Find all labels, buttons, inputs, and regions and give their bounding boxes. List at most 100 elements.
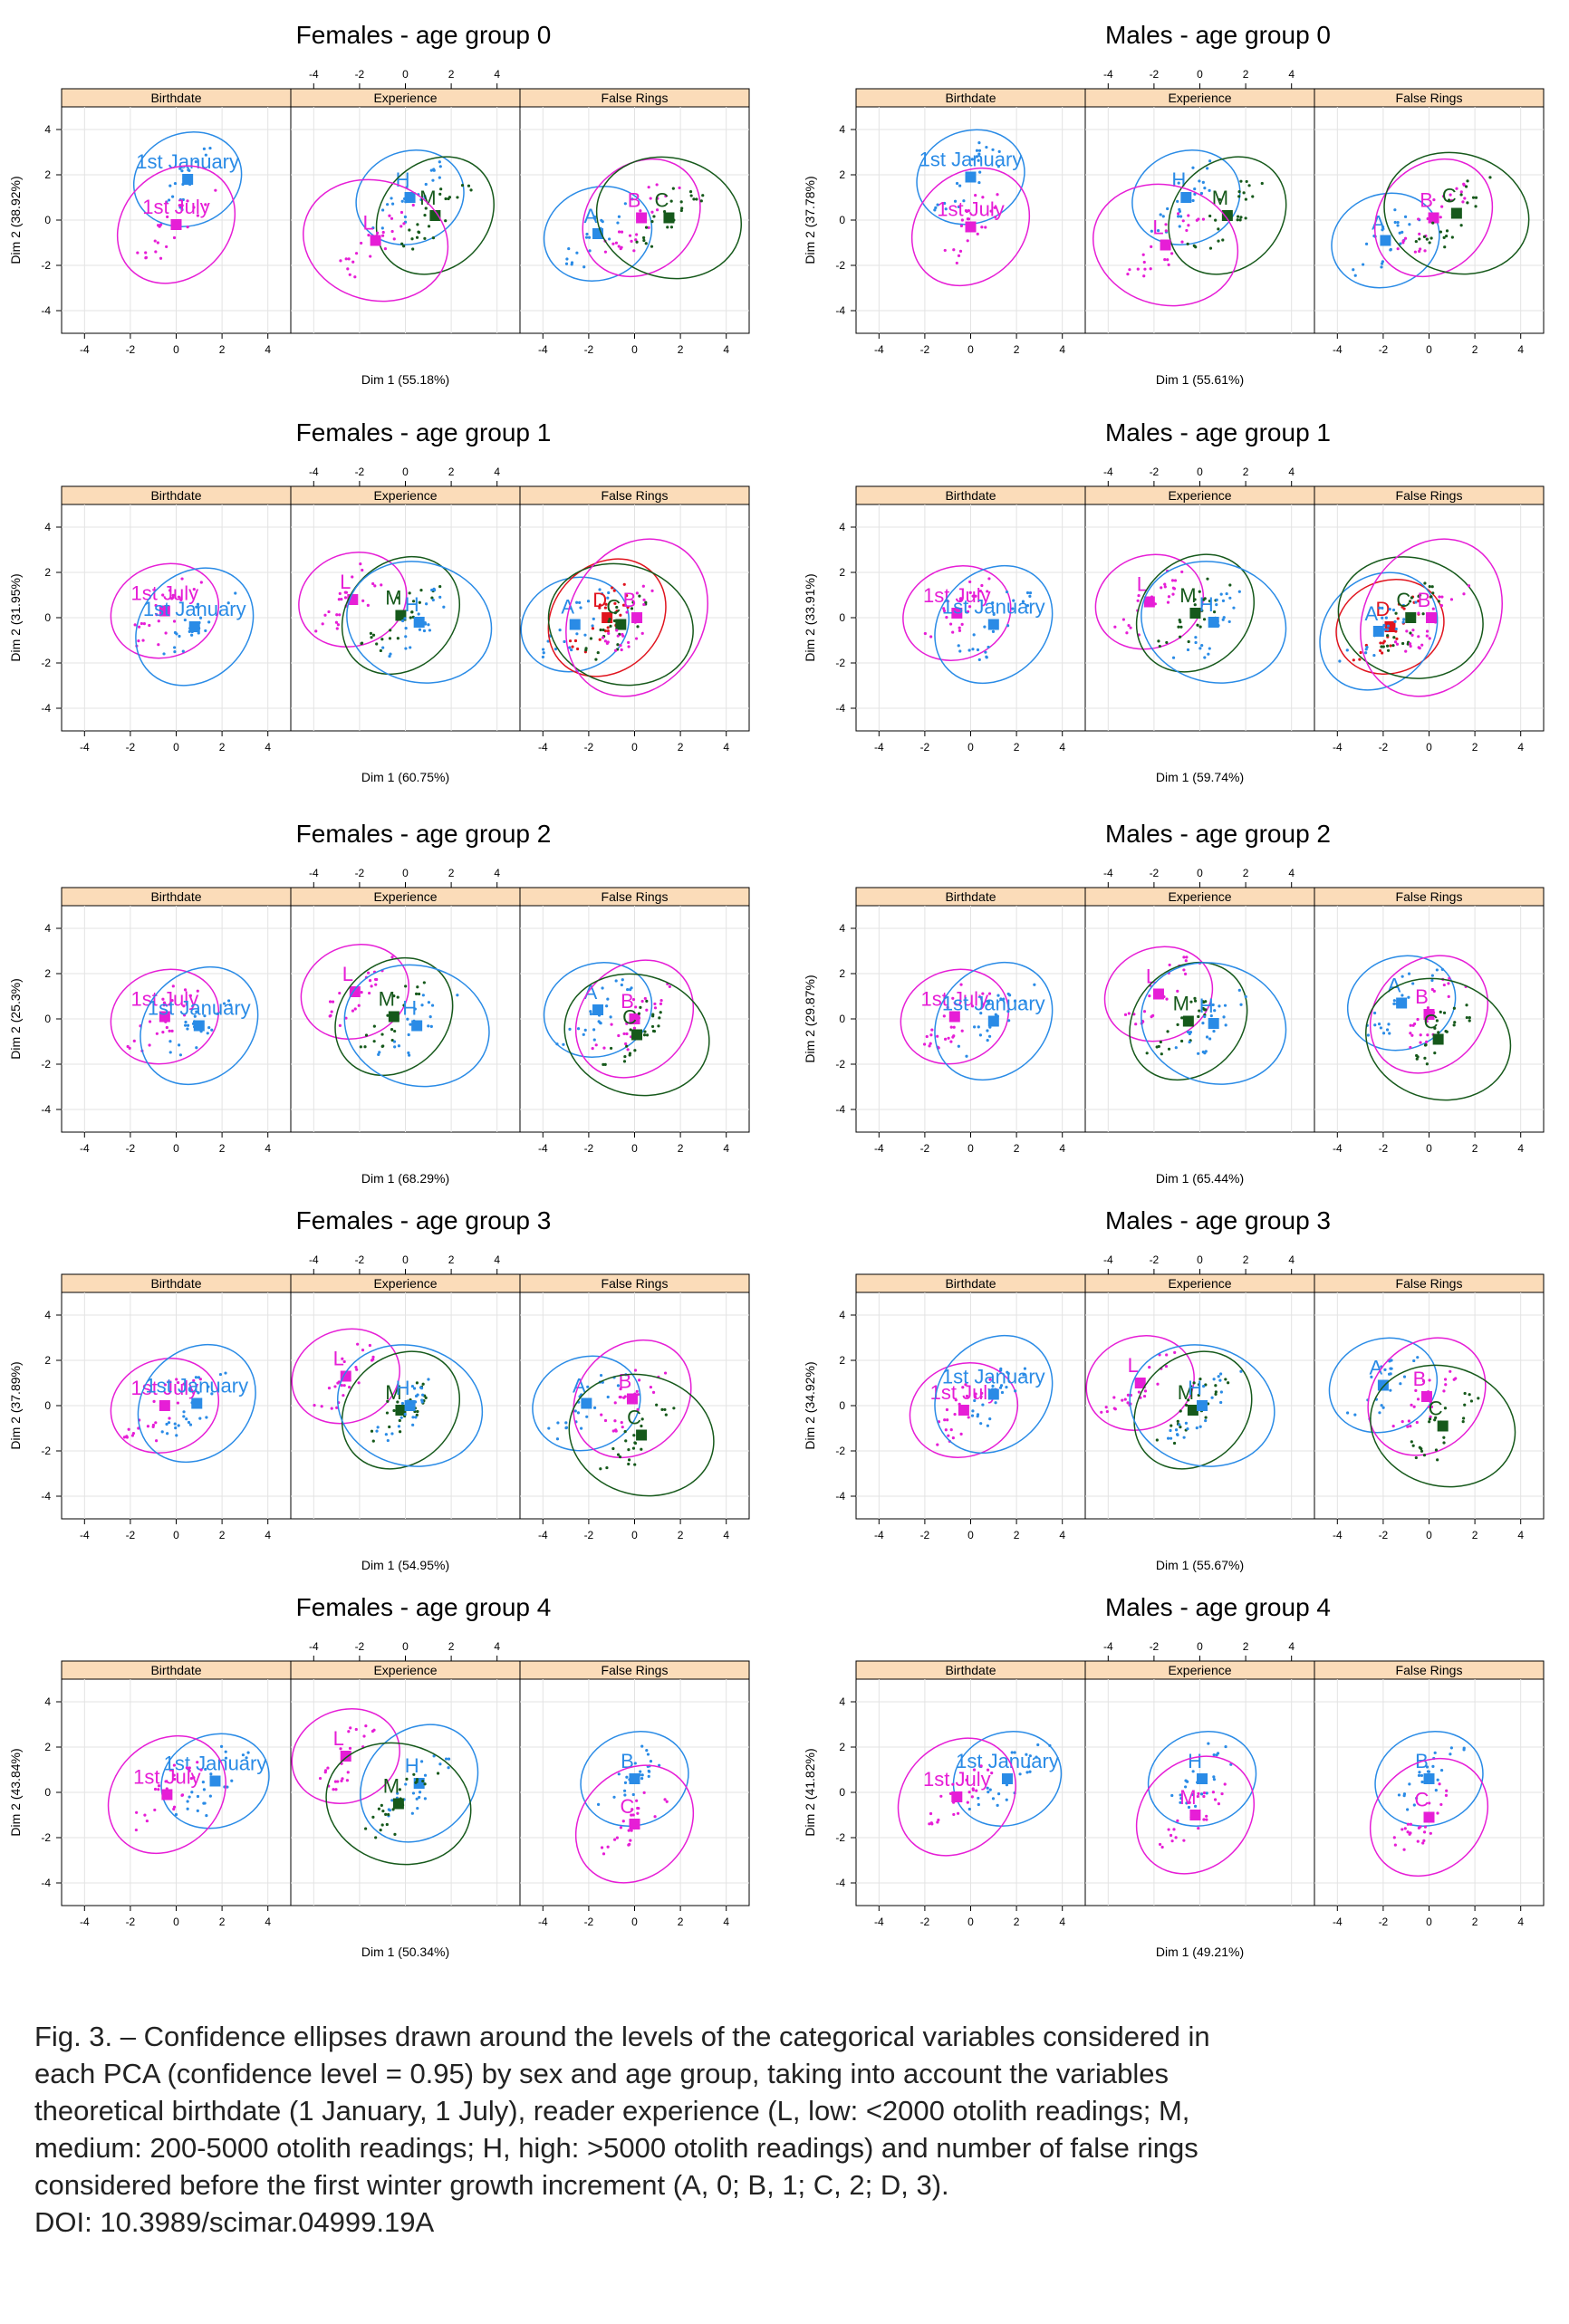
data-point xyxy=(583,633,587,637)
data-point xyxy=(1431,221,1435,225)
confidence-ellipse xyxy=(1094,553,1205,650)
data-point xyxy=(988,1378,992,1381)
data-point xyxy=(1449,193,1452,197)
bottom-tick-label: 4 xyxy=(723,343,729,356)
data-point xyxy=(1450,198,1454,202)
data-point xyxy=(1428,637,1431,640)
data-point xyxy=(1197,217,1200,221)
data-point xyxy=(418,1791,422,1794)
data-point xyxy=(1215,1753,1218,1757)
centroid-label: H xyxy=(1199,593,1214,616)
data-point xyxy=(638,1378,641,1382)
data-point xyxy=(1244,216,1247,220)
data-point xyxy=(399,210,404,215)
data-point xyxy=(977,152,981,156)
data-point xyxy=(347,257,351,261)
data-point xyxy=(1409,1023,1412,1027)
data-point xyxy=(973,1025,977,1029)
data-point xyxy=(176,1401,179,1405)
data-point xyxy=(369,254,372,258)
bottom-tick-label: 2 xyxy=(219,741,226,754)
centroid-marker xyxy=(626,1393,638,1405)
data-point xyxy=(616,221,620,225)
data-point xyxy=(423,622,428,626)
data-point xyxy=(1428,585,1431,589)
data-point xyxy=(346,267,350,271)
data-point xyxy=(594,1043,598,1047)
data-point xyxy=(333,1780,338,1783)
data-point xyxy=(619,613,622,617)
bottom-tick-label: -4 xyxy=(80,741,90,754)
data-point xyxy=(1197,1791,1200,1795)
data-point xyxy=(403,215,408,219)
data-point xyxy=(679,200,683,204)
data-point xyxy=(338,991,342,995)
data-point xyxy=(1239,179,1243,183)
data-point xyxy=(444,219,448,223)
confidence-ellipse xyxy=(334,956,454,1077)
data-point xyxy=(1466,201,1469,205)
data-point xyxy=(430,1004,435,1007)
data-point xyxy=(649,1760,653,1763)
data-point xyxy=(1165,640,1169,645)
data-point xyxy=(348,1385,351,1389)
data-point xyxy=(564,262,569,265)
data-point xyxy=(371,1815,375,1819)
centroid-marker xyxy=(1143,596,1155,608)
data-point xyxy=(592,617,595,620)
y-axis-label: Dim 2 (33.91%) xyxy=(803,573,817,661)
data-point xyxy=(408,1053,411,1057)
data-point xyxy=(1185,1403,1189,1407)
data-point xyxy=(389,652,392,656)
data-point xyxy=(1217,239,1220,243)
panel-strip-label: False Rings xyxy=(602,1663,669,1677)
data-point xyxy=(1191,1770,1195,1773)
data-point xyxy=(424,206,428,210)
data-point xyxy=(1260,181,1264,186)
data-point xyxy=(1208,188,1211,192)
data-point xyxy=(168,1051,172,1054)
data-point xyxy=(1408,600,1412,603)
data-point xyxy=(628,1842,631,1846)
data-point xyxy=(411,1416,415,1419)
centroid-marker xyxy=(191,1397,203,1409)
data-point xyxy=(1028,591,1033,595)
data-point xyxy=(1359,650,1362,655)
data-point xyxy=(447,197,450,201)
y-tick-label: 4 xyxy=(44,1695,51,1708)
data-point xyxy=(1179,1797,1183,1801)
bottom-tick-label: -2 xyxy=(1379,343,1389,356)
panel-strip-label: Birthdate xyxy=(945,488,996,503)
data-point xyxy=(1423,581,1427,585)
bottom-tick-label: -4 xyxy=(1333,741,1343,754)
bottom-tick-label: -4 xyxy=(874,1142,884,1155)
centroid-marker xyxy=(170,219,182,230)
data-point xyxy=(987,999,991,1004)
chart-title: Males - age group 4 xyxy=(1105,1593,1331,1621)
data-point xyxy=(945,1407,949,1412)
bottom-tick-label: -2 xyxy=(1379,741,1389,754)
data-point xyxy=(601,220,604,224)
data-point xyxy=(591,624,594,628)
data-point xyxy=(977,149,982,152)
data-point xyxy=(204,203,207,206)
centroid-label: C xyxy=(1424,1011,1439,1033)
data-point xyxy=(624,1439,628,1443)
data-point xyxy=(613,1401,617,1405)
panel-strip-label: Experience xyxy=(373,1663,437,1677)
data-point xyxy=(384,1812,388,1817)
centroid-marker xyxy=(948,1011,960,1023)
data-point xyxy=(196,602,200,606)
data-point xyxy=(959,597,963,600)
centroid-marker xyxy=(1384,621,1396,632)
bottom-tick-label: -2 xyxy=(920,1529,930,1541)
centroid-marker xyxy=(1208,617,1219,628)
data-point xyxy=(168,589,172,592)
data-point xyxy=(1204,1383,1208,1387)
data-point xyxy=(958,629,962,632)
data-point xyxy=(1409,644,1412,648)
data-point xyxy=(421,1393,425,1397)
data-point xyxy=(1197,1826,1200,1830)
